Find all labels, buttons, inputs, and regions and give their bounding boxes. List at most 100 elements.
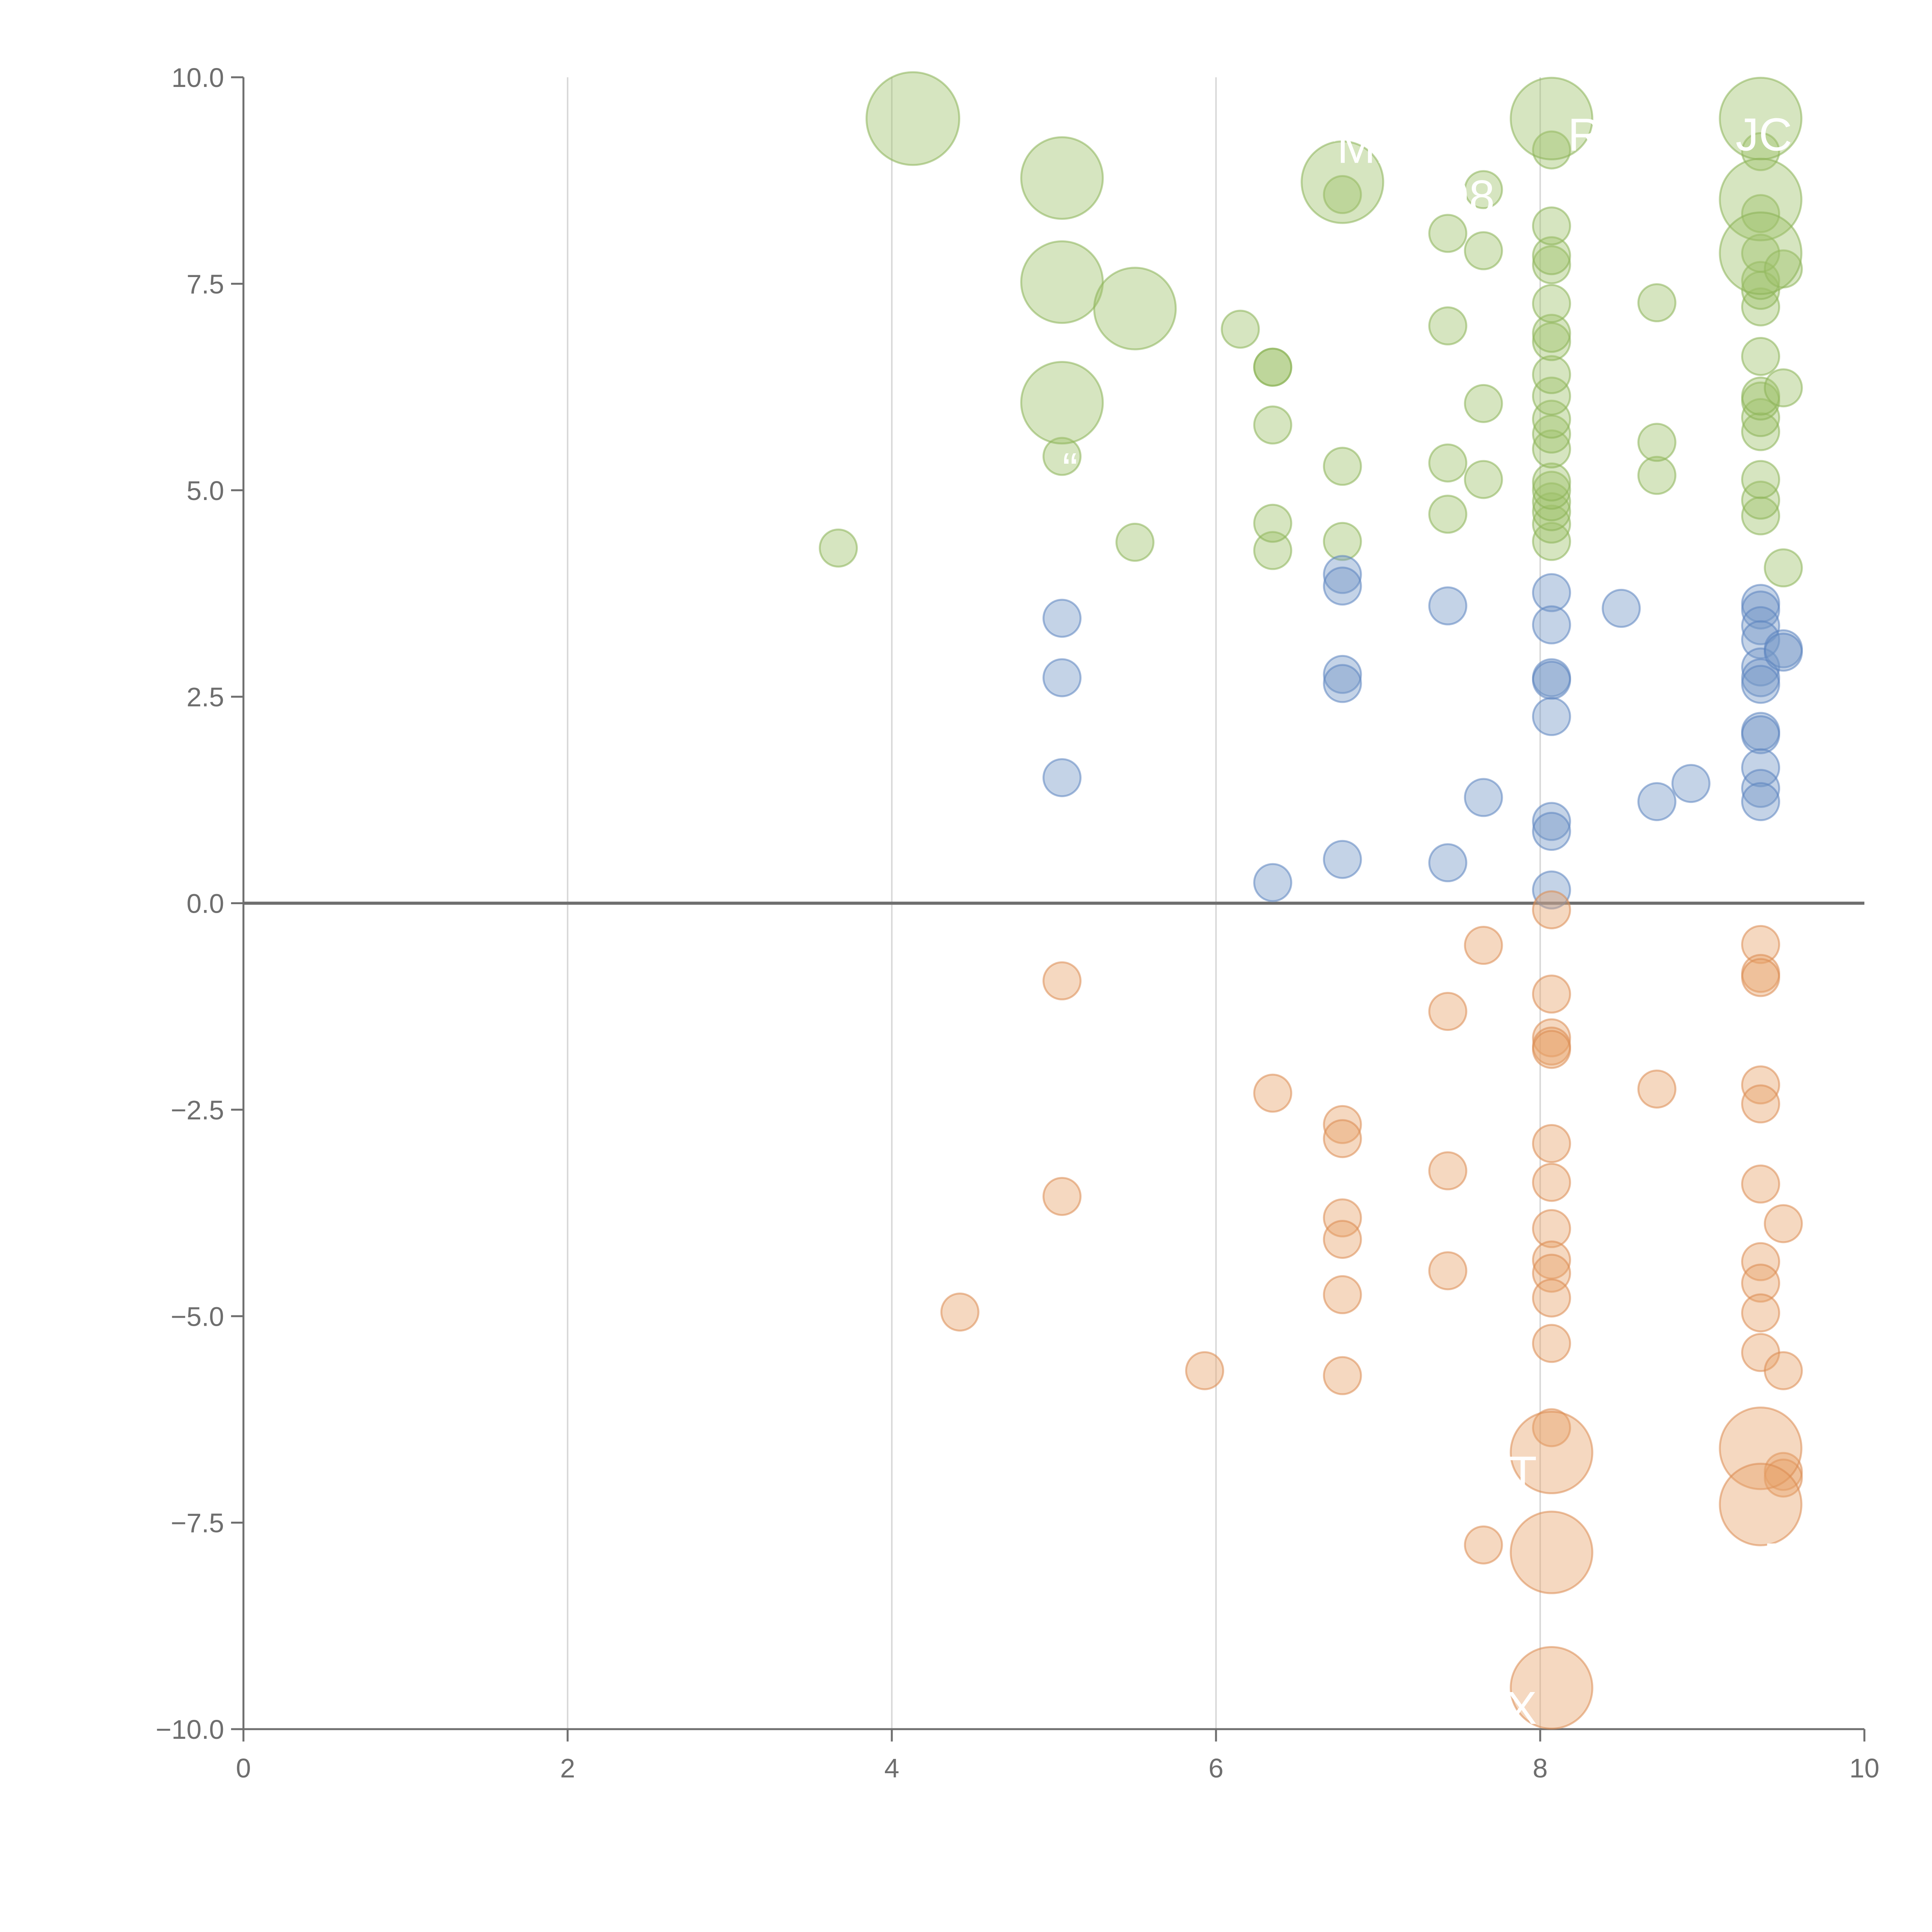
point-orange-29 <box>1637 1069 1677 1109</box>
point-orange-12 <box>1428 1151 1468 1190</box>
point-green-24 <box>1532 462 1571 502</box>
point-blue-2 <box>1042 758 1082 798</box>
x-tick-label-6: 6 <box>1209 1753 1224 1783</box>
point-orange-3 <box>1185 1351 1225 1390</box>
y-tick-label-1: 7.5 <box>187 269 224 299</box>
point-green-32 <box>1532 284 1571 323</box>
point-orange-34 <box>1741 1084 1781 1124</box>
point-orange-6 <box>1323 1119 1362 1158</box>
point-green-60 <box>1020 240 1104 324</box>
point-green-64 <box>1510 77 1594 160</box>
point-orange-20 <box>1532 1030 1571 1069</box>
point-orange-17 <box>1532 975 1571 1014</box>
point-blue-0 <box>1042 599 1082 638</box>
point-green-34 <box>1532 236 1571 276</box>
point-orange-10 <box>1323 1356 1362 1395</box>
y-tick-label-0: 10.0 <box>172 63 224 93</box>
point-orange-37 <box>1741 1264 1781 1303</box>
point-orange-38 <box>1741 1293 1781 1333</box>
point-orange-41 <box>1764 1351 1803 1390</box>
point-green-35 <box>1532 206 1571 246</box>
point-orange-23 <box>1532 1209 1571 1248</box>
point-orange-22 <box>1532 1163 1571 1202</box>
point-blue-5 <box>1323 566 1362 606</box>
x-tick-label-4: 4 <box>884 1753 900 1783</box>
point-green-4 <box>1253 405 1293 445</box>
point-green-29 <box>1532 355 1571 394</box>
point-label-2: R <box>1568 109 1601 161</box>
x-tick-label-0: 0 <box>236 1753 251 1783</box>
point-green-53 <box>1741 132 1781 171</box>
point-blue-8 <box>1323 840 1362 879</box>
point-green-59 <box>1020 136 1104 220</box>
point-orange-35 <box>1741 1164 1781 1204</box>
point-green-8 <box>1323 522 1362 561</box>
point-blue-17 <box>1532 802 1571 841</box>
point-green-47 <box>1741 337 1781 376</box>
point-blue-31 <box>1741 715 1781 754</box>
point-blue-18 <box>1532 812 1571 851</box>
point-green-28 <box>1532 376 1571 416</box>
point-label-7: X <box>1506 1682 1537 1734</box>
point-blue-16 <box>1532 697 1571 736</box>
axes: 0 2 4 6 8 10 10.0 7.5 5.0 2.5 0.0 −2.5 −5.0 −7.5 −10.0 <box>156 63 1879 1783</box>
point-orange-36 <box>1741 1242 1781 1281</box>
point-blue-21 <box>1637 782 1677 821</box>
point-orange-5 <box>1323 1105 1362 1144</box>
point-green-42 <box>1741 460 1781 499</box>
x-tick-label-2: 2 <box>560 1753 575 1783</box>
point-orange-46 <box>1719 1463 1803 1546</box>
point-green-51 <box>1741 233 1781 273</box>
point-green-3 <box>1253 503 1293 543</box>
point-blue-33 <box>1741 769 1781 808</box>
point-green-31 <box>1532 314 1571 353</box>
point-label-0: “Mi <box>1321 121 1386 173</box>
point-green-17 <box>1464 231 1503 270</box>
point-green-11 <box>1428 495 1468 534</box>
point-green-50 <box>1741 261 1781 300</box>
point-blue-32 <box>1741 748 1781 787</box>
point-orange-0 <box>940 1293 980 1332</box>
point-blue-4 <box>1323 555 1362 594</box>
point-orange-4 <box>1253 1073 1293 1113</box>
point-green-19 <box>1532 522 1571 561</box>
point-orange-47 <box>1510 1510 1594 1594</box>
point-blue-15 <box>1532 660 1571 700</box>
point-blue-12 <box>1532 573 1571 612</box>
point-green-44 <box>1741 398 1781 437</box>
series-orange <box>940 890 1803 1730</box>
point-orange-30 <box>1741 925 1781 964</box>
point-green-37 <box>1637 456 1677 495</box>
point-blue-22 <box>1671 764 1711 803</box>
point-orange-2 <box>1042 1177 1082 1216</box>
point-green-2 <box>1253 531 1293 570</box>
point-orange-32 <box>1741 958 1781 997</box>
point-green-10 <box>1323 175 1362 214</box>
point-orange-27 <box>1532 1324 1571 1363</box>
point-orange-14 <box>1464 926 1503 965</box>
point-green-33 <box>1532 245 1571 284</box>
point-orange-9 <box>1323 1275 1362 1315</box>
point-green-9 <box>1323 447 1362 486</box>
point-green-18 <box>1464 170 1503 209</box>
point-orange-11 <box>1428 992 1468 1031</box>
point-green-16 <box>1464 384 1503 423</box>
point-green-22 <box>1532 482 1571 522</box>
point-orange-48 <box>1510 1646 1594 1730</box>
point-green-61 <box>1093 267 1177 350</box>
point-label-6: D <box>1764 1534 1797 1585</box>
point-green-25 <box>1532 429 1571 469</box>
point-orange-13 <box>1428 1251 1468 1291</box>
point-blue-34 <box>1741 782 1781 821</box>
point-blue-6 <box>1323 655 1362 694</box>
x-tick-label-8: 8 <box>1533 1753 1548 1783</box>
point-green-12 <box>1428 443 1468 483</box>
point-green-43 <box>1741 412 1781 451</box>
point-green-66 <box>1719 158 1803 242</box>
x-tick-label-10: 10 <box>1849 1753 1879 1783</box>
point-orange-15 <box>1464 1525 1503 1565</box>
point-blue-13 <box>1532 605 1571 645</box>
point-blue-3 <box>1253 863 1293 902</box>
point-green-41 <box>1741 480 1781 520</box>
